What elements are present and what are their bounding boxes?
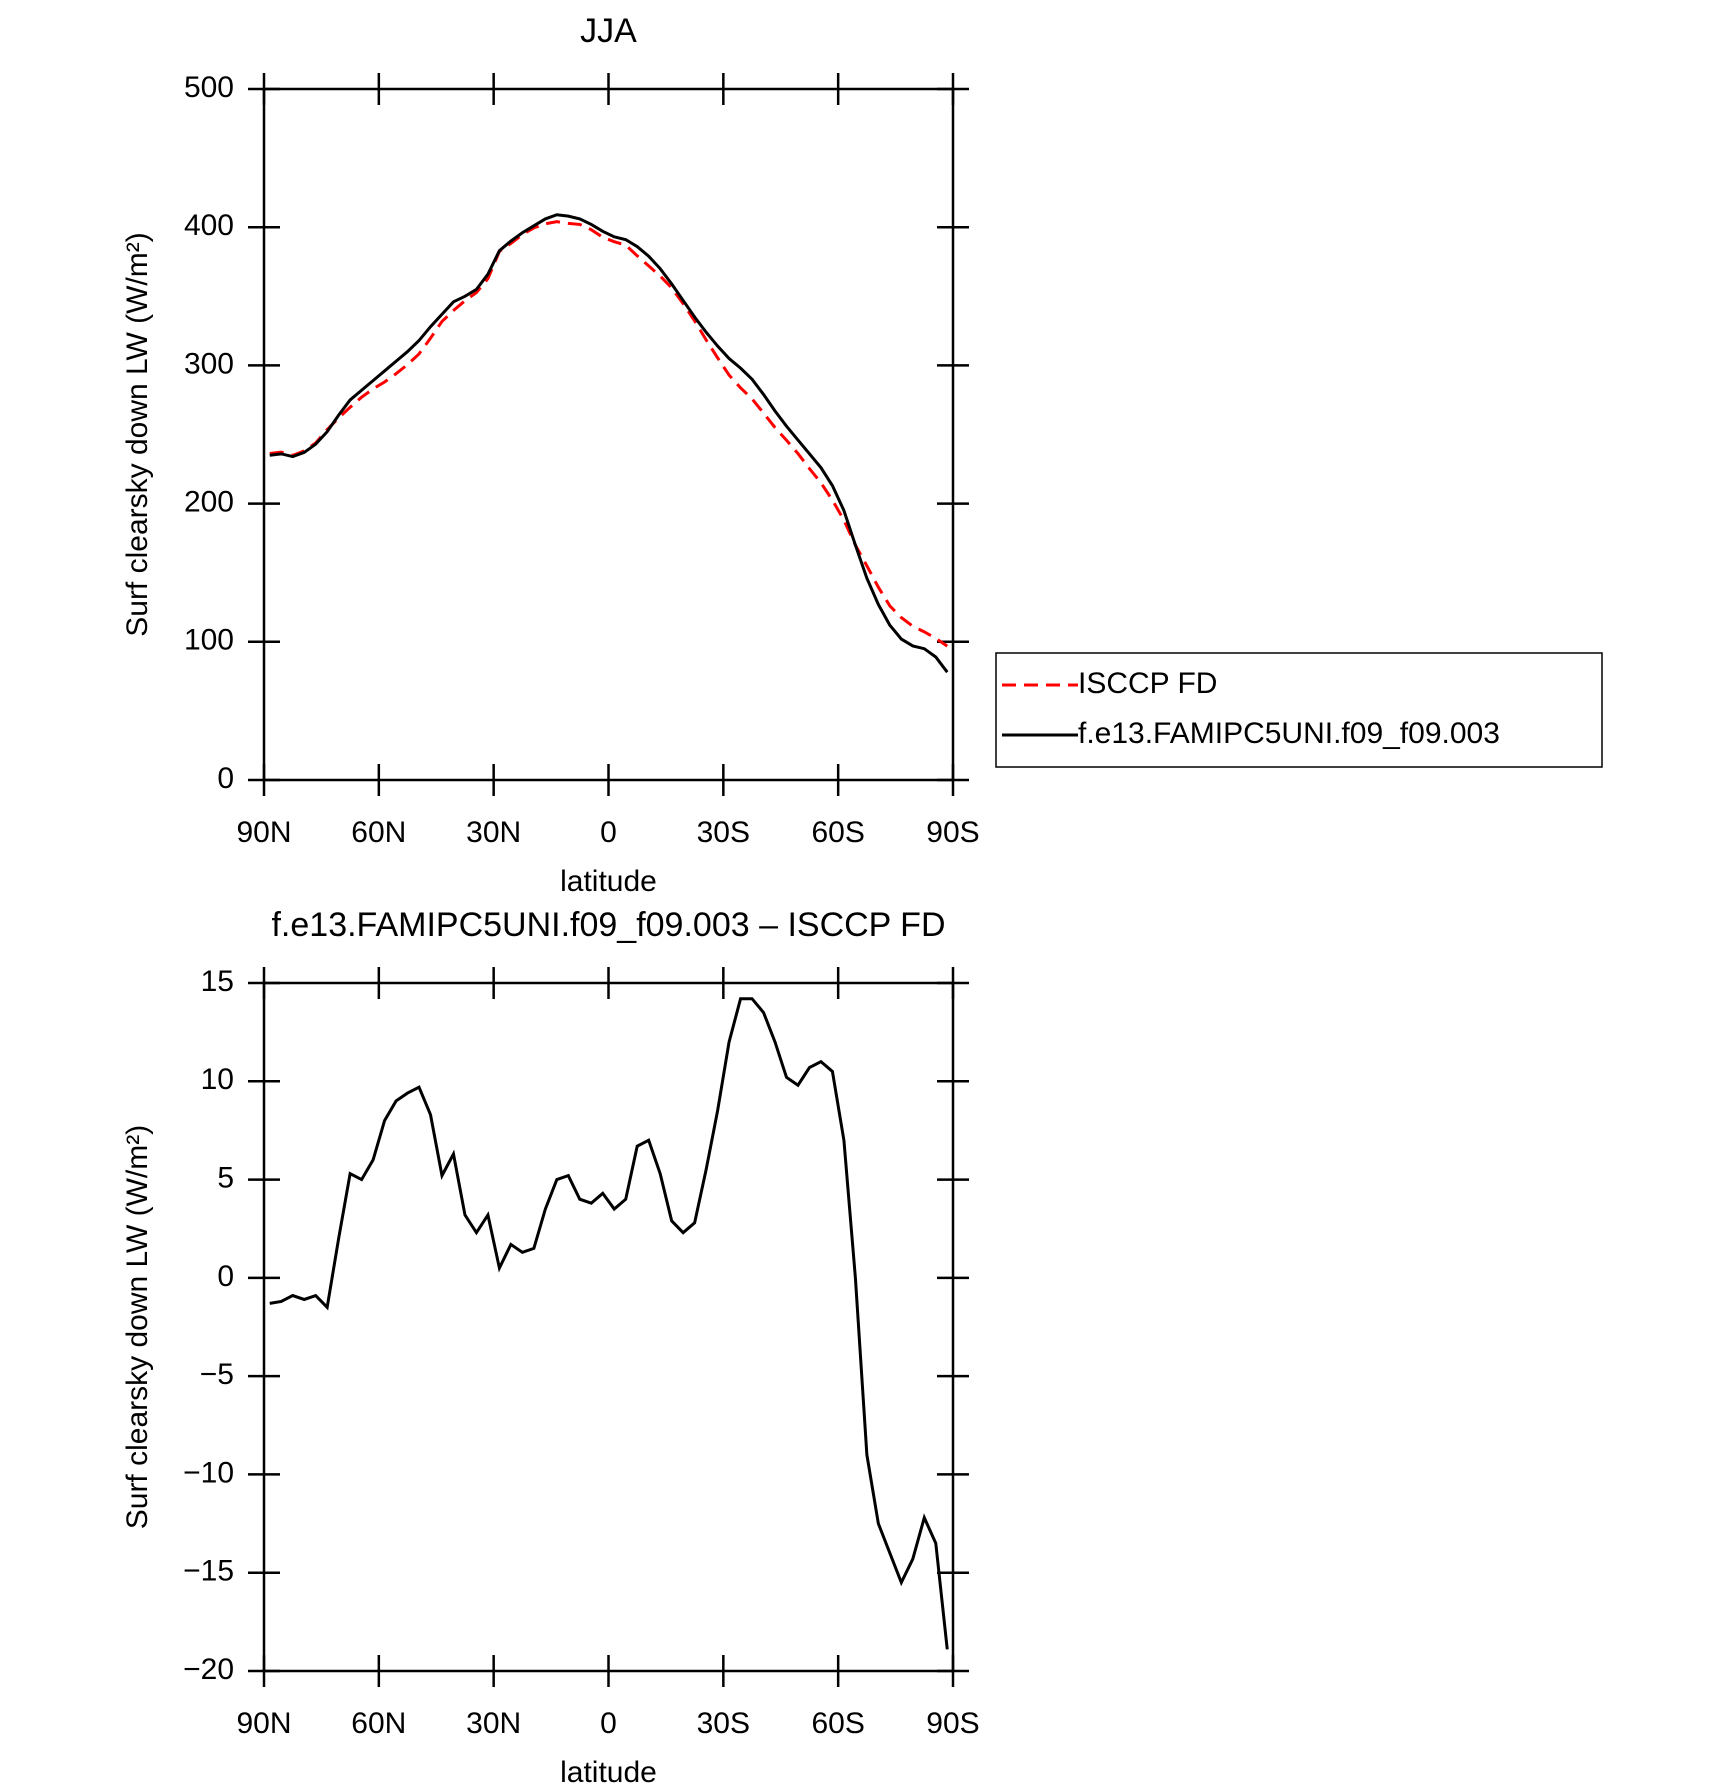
y-tick-label: 500 <box>184 71 234 104</box>
legend-label: ISCCP FD <box>1078 667 1217 700</box>
x-tick-label: 60N <box>351 816 406 849</box>
y-tick-label: 100 <box>184 624 234 657</box>
y-tick-label: −10 <box>183 1456 234 1489</box>
y-axis-label: Surf clearsky down LW (W/m²) <box>121 1125 154 1530</box>
legend-box <box>995 652 1603 768</box>
y-tick-label: 15 <box>201 965 234 998</box>
x-tick-label: 30N <box>466 816 521 849</box>
x-tick-label: 30N <box>466 1707 521 1740</box>
y-axis-label: Surf clearsky down LW (W/m²) <box>121 232 154 637</box>
x-tick-label: 30S <box>697 1707 750 1740</box>
y-tick-label: 0 <box>217 1260 234 1293</box>
chart-title: JJA <box>580 12 637 50</box>
legend-label: f.e13.FAMIPC5UNI.f09_f09.003 <box>1078 717 1500 750</box>
data-line <box>269 220 949 648</box>
y-tick-label: 400 <box>184 209 234 242</box>
x-tick-label: 60N <box>351 1707 406 1740</box>
x-tick-label: 90S <box>926 816 979 849</box>
data-line <box>269 997 949 1650</box>
y-tick-label: −5 <box>200 1358 234 1391</box>
y-tick-label: 5 <box>217 1161 234 1194</box>
x-tick-label: 90S <box>926 1707 979 1740</box>
plot-frame <box>262 981 955 1673</box>
y-tick-label: −15 <box>183 1555 234 1588</box>
y-tick-label: 300 <box>184 347 234 380</box>
x-tick-label: 60S <box>811 1707 864 1740</box>
chart-title: f.e13.FAMIPC5UNI.f09_f09.003 – ISCCP FD <box>271 906 945 944</box>
x-tick-label: 90N <box>236 816 291 849</box>
y-tick-label: 0 <box>217 762 234 795</box>
data-line <box>269 213 949 674</box>
x-axis-label: latitude <box>560 865 657 898</box>
y-tick-label: −20 <box>183 1653 234 1686</box>
x-tick-label: 0 <box>600 1707 617 1740</box>
plot-frame <box>262 87 955 782</box>
y-tick-label: 10 <box>201 1063 234 1096</box>
y-tick-label: 200 <box>184 486 234 519</box>
x-tick-label: 0 <box>600 816 617 849</box>
x-tick-label: 90N <box>236 1707 291 1740</box>
x-tick-label: 60S <box>811 816 864 849</box>
x-tick-label: 30S <box>697 816 750 849</box>
x-axis-label: latitude <box>560 1756 657 1789</box>
